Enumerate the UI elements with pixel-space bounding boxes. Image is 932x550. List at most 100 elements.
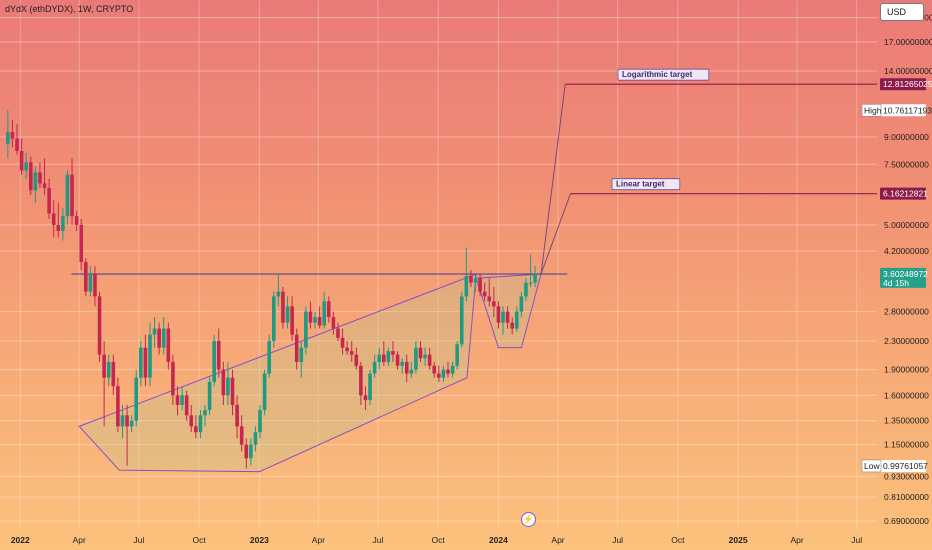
candle-up <box>161 317 166 355</box>
candle-body <box>148 334 152 378</box>
candle-up <box>322 291 327 329</box>
y-tick-label: 17.00000000 <box>884 37 932 47</box>
y-axis: 20.0000000017.0000000014.000000009.00000… <box>861 13 932 526</box>
candle-body <box>84 262 88 292</box>
candle-up <box>65 170 70 225</box>
currency-button[interactable]: USD <box>880 3 924 21</box>
candle-body <box>313 317 317 323</box>
candle-down <box>84 258 88 297</box>
low-marker-label-bg <box>861 459 882 473</box>
x-tick-label: Oct <box>192 535 206 545</box>
current-price-label-countdown: 4d 15h <box>883 278 909 288</box>
candle-up <box>152 317 157 348</box>
candle-body <box>207 381 212 411</box>
candle-body <box>354 354 359 366</box>
candle-body <box>423 354 427 359</box>
candle-body <box>386 351 391 362</box>
candle-up <box>533 265 537 288</box>
candle-down <box>294 328 299 370</box>
candle-down <box>79 219 84 270</box>
candle-body <box>382 354 386 362</box>
candle-body <box>294 334 299 362</box>
candle-up <box>285 296 290 329</box>
candle-body <box>221 369 226 396</box>
candle-body <box>171 361 175 396</box>
candle-down <box>184 390 189 421</box>
y-tick-label: 1.60000000 <box>884 390 929 400</box>
candle-down <box>235 395 239 439</box>
candle-body <box>331 317 336 329</box>
candle-body <box>253 432 258 445</box>
candle-down <box>175 386 180 416</box>
candle-body <box>226 377 230 396</box>
candle-body <box>505 311 510 323</box>
candle-down <box>308 301 313 329</box>
candle-body <box>24 162 28 171</box>
low-price-label: 0.99761057 <box>883 461 928 471</box>
lightning-icon[interactable]: ⚡ <box>521 512 536 527</box>
candle-up <box>313 311 317 329</box>
x-axis: 2022 Apr Jul Oct 2023 Apr Jul Oct 2024 Apr Jul Oct 2… <box>11 535 862 545</box>
log-target-price-label-bg <box>880 78 926 91</box>
candle-up <box>528 254 533 288</box>
x-tick-label: 2023 <box>250 535 269 545</box>
candle-body <box>42 183 47 188</box>
current-price-label-bg <box>880 267 926 288</box>
candle-down <box>510 317 514 335</box>
candle-body <box>116 386 120 427</box>
candle-body <box>285 306 290 323</box>
y-tick-label: 0.69000000 <box>884 516 929 526</box>
candle-body <box>290 306 294 335</box>
candle-body <box>6 132 10 144</box>
candle-body <box>322 301 327 326</box>
candle-body <box>478 278 482 292</box>
candle-down <box>391 341 395 362</box>
candle-down <box>446 361 450 378</box>
candle-up <box>514 306 519 332</box>
candle-body <box>33 172 38 191</box>
candle-body <box>418 347 423 359</box>
candle-up <box>400 358 404 374</box>
candle-up <box>304 306 308 355</box>
candle-body <box>56 224 61 232</box>
candle-up <box>203 404 207 427</box>
candle-body <box>51 213 56 225</box>
candle-body <box>510 322 514 329</box>
candle-up <box>212 334 216 387</box>
candle-down <box>239 415 244 452</box>
candle-body <box>61 216 65 232</box>
candle-body <box>79 224 84 263</box>
x-tick-label: Apr <box>73 535 86 545</box>
candle-body <box>230 377 235 405</box>
candle-down <box>10 119 15 148</box>
candle-down <box>395 351 400 370</box>
candle-body <box>88 274 93 292</box>
candle-body <box>345 347 349 352</box>
candle-up <box>249 438 253 466</box>
candle-body <box>528 282 533 284</box>
candle-down <box>157 322 161 355</box>
candle-body <box>184 395 189 416</box>
candle-body <box>464 276 469 297</box>
candle-down <box>38 162 42 188</box>
high-marker-label: High <box>864 105 882 115</box>
candle-up <box>262 369 267 416</box>
candle-up <box>386 347 391 366</box>
candle-body <box>368 373 372 401</box>
candle-down <box>70 158 74 225</box>
candle-body <box>15 138 19 151</box>
candle-body <box>377 354 382 362</box>
candle-body <box>317 317 322 326</box>
candle-body <box>326 301 331 318</box>
current-price-label: 3.60248972 <box>883 269 928 279</box>
candle-body <box>519 296 524 312</box>
candle-up <box>129 415 134 433</box>
candle-body <box>501 311 505 323</box>
candle-down <box>216 328 221 378</box>
log-target-price-label: 12.81265025 <box>883 79 932 89</box>
candle-down <box>359 361 363 405</box>
candle-down <box>469 269 473 288</box>
cup-pattern-outline <box>78 273 477 473</box>
candle-down <box>194 415 198 439</box>
